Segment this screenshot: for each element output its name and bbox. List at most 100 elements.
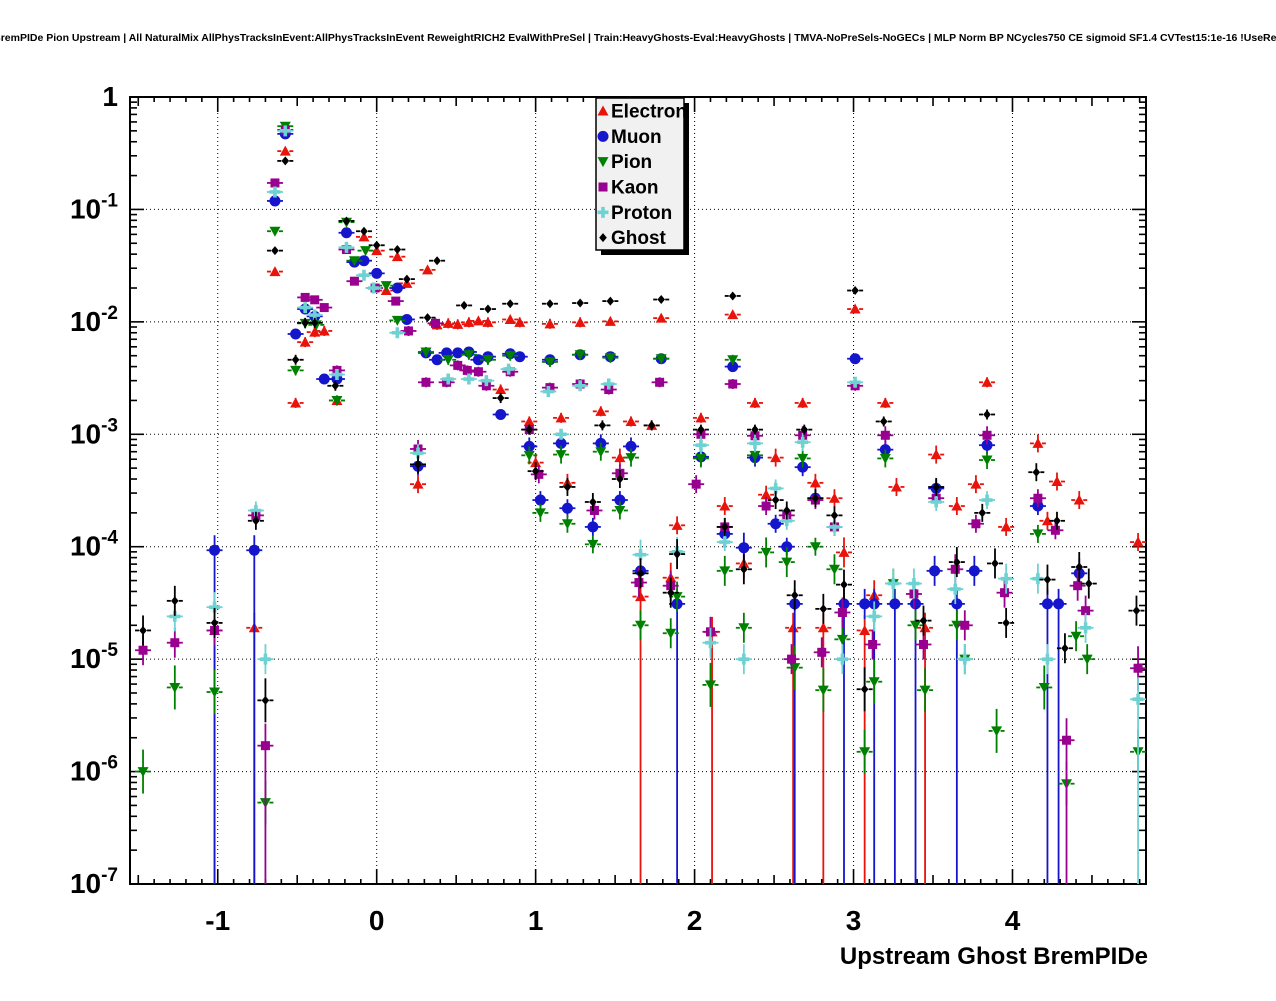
data-point-marker-plus (1000, 573, 1012, 585)
data-point (287, 354, 304, 365)
data-point-marker-diamond (728, 291, 737, 301)
data-point (928, 445, 945, 464)
data-point (692, 436, 709, 455)
data-point (956, 610, 973, 641)
data-point (692, 424, 709, 435)
data-point-marker-diamond (271, 246, 279, 256)
data-point-marker-circle (358, 255, 370, 267)
data-point (521, 424, 538, 435)
data-point-marker-diamond (932, 482, 940, 492)
data-point-marker-diamond (598, 420, 607, 430)
y-tick-label: 10-2 (70, 303, 118, 337)
data-point-marker-circle (371, 267, 383, 279)
data-point (266, 246, 283, 256)
data-point (470, 366, 487, 377)
data-point-marker-triangle-down (391, 315, 403, 326)
data-point-marker-plus (1032, 573, 1044, 585)
data-point-marker-diamond (360, 226, 368, 236)
data-point-marker-diamond (983, 409, 991, 419)
data-point-marker-diamond (1084, 579, 1093, 589)
data-point (835, 537, 852, 568)
data-point-marker-plus (412, 447, 424, 459)
data-point (807, 473, 824, 492)
data-point-marker-diamond (291, 355, 300, 365)
data-point-marker-plus (269, 186, 281, 198)
data-point (206, 670, 223, 715)
data-point (346, 276, 363, 286)
data-point (815, 593, 832, 624)
data-point (592, 442, 609, 461)
data-point-marker-circle (248, 544, 260, 556)
data-point-marker-triangle-up (597, 105, 609, 116)
data-point (553, 428, 570, 440)
data-point (888, 477, 905, 496)
data-point (724, 379, 741, 390)
data-point-marker-triangle-down (463, 350, 475, 361)
data-point (724, 354, 741, 366)
data-point-marker-diamond (1032, 467, 1041, 477)
data-point-marker-plus (1080, 622, 1092, 634)
data-point-marker-plus (1041, 653, 1053, 665)
data-point (1047, 521, 1064, 540)
data-point (400, 325, 417, 336)
data-point-marker-plus (868, 610, 880, 622)
data-point-marker-diamond (331, 381, 340, 391)
data-point (905, 568, 922, 599)
data-point-marker-triangle-up (1051, 476, 1063, 487)
data-point-marker-triangle-down (665, 628, 677, 639)
data-point-marker-triangle-down (360, 246, 372, 257)
data-point-marker-diamond (531, 466, 540, 476)
data-point (778, 547, 795, 578)
data-point-marker-square (868, 639, 878, 649)
data-point-marker-diamond (506, 299, 515, 309)
data-point-marker-diamond (636, 568, 645, 578)
legend-label: Electron (611, 102, 687, 123)
data-point (826, 506, 843, 525)
data-point-marker-triangle-down (597, 157, 609, 168)
data-point-marker-plus (603, 378, 615, 390)
data-point-marker-square (138, 645, 148, 655)
data-point (600, 378, 617, 390)
plot-frame (129, 96, 1147, 885)
frame-rect (129, 96, 1147, 885)
data-point (584, 517, 601, 536)
data-point-marker-square (761, 501, 771, 511)
data-point-marker-plus (279, 125, 291, 137)
data-point-marker-plus (169, 610, 181, 622)
data-point-marker-circle (318, 373, 330, 385)
data-point-marker-triangle-down (797, 453, 809, 464)
data-point (735, 612, 752, 643)
legend-entry-kaon: Kaon (598, 178, 659, 199)
data-point-marker-square (403, 326, 413, 336)
data-point (166, 665, 183, 710)
data-point-marker-circle (431, 354, 443, 366)
data-point-marker-plus (908, 578, 920, 590)
data-point (966, 555, 983, 586)
data-point-marker-square (430, 318, 440, 328)
data-point-marker-plus (828, 521, 840, 533)
data-point (365, 282, 382, 294)
data-point (1048, 472, 1065, 491)
data-point (967, 475, 984, 494)
data-point-marker-triangle-up (1073, 494, 1085, 505)
data-point (287, 397, 304, 408)
data-point (669, 516, 686, 535)
data-point-marker-triangle-up (770, 452, 782, 463)
data-point (623, 415, 640, 427)
data-point (277, 145, 294, 156)
data-point-marker-triangle-down (574, 350, 586, 361)
data-point-marker-triangle-up (482, 316, 494, 327)
data-point (297, 302, 314, 314)
data-point-marker-diamond (782, 505, 791, 515)
data-point (1029, 563, 1046, 594)
data-point (338, 227, 355, 239)
data-point-marker-circle (452, 347, 464, 359)
data-point (355, 226, 372, 236)
y-tick-label: 10-6 (70, 753, 118, 787)
data-point (998, 517, 1015, 536)
data-point (928, 477, 945, 496)
data-point (979, 426, 996, 445)
legend-label: Ghost (611, 228, 667, 249)
data-point-marker-diamond (919, 616, 928, 626)
data-point (277, 125, 294, 137)
